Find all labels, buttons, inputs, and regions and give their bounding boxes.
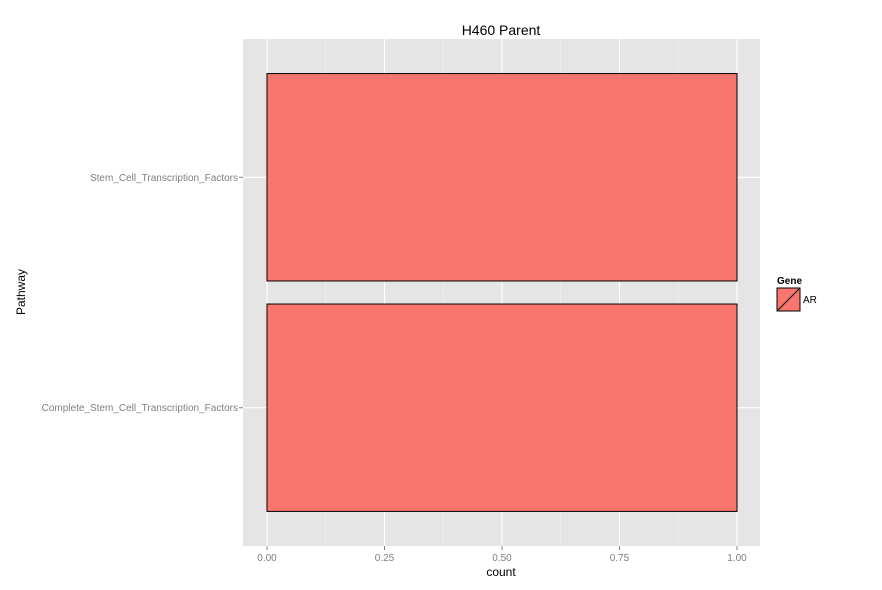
x-tick-label: 1.00 [727,553,747,564]
x-axis-title: count [486,565,516,579]
legend-title: Gene [777,276,802,287]
x-tick-label: 0.75 [610,553,630,564]
y-tick-label: Complete_Stem_Cell_Transcription_Factors [42,403,238,414]
legend-label-ar: AR [803,295,817,306]
bar-stem-cell-transcription-factors [266,73,738,282]
x-axis-ticks: 0.00 0.25 0.50 0.75 1.00 [257,546,747,564]
y-axis-ticks: Complete_Stem_Cell_Transcription_Factors… [42,173,243,414]
legend: Gene AR [776,276,817,312]
y-axis-title: Pathway [14,269,28,315]
bars [266,73,738,512]
x-tick-label: 0.25 [375,553,395,564]
x-tick-label: 0.00 [257,553,277,564]
x-tick-label: 0.50 [492,553,512,564]
chart-title: H460 Parent [462,22,541,38]
legend-key-slash [776,287,801,312]
bar-complete-stem-cell-transcription-factors [266,303,738,512]
y-tick-label: Stem_Cell_Transcription_Factors [90,173,238,184]
